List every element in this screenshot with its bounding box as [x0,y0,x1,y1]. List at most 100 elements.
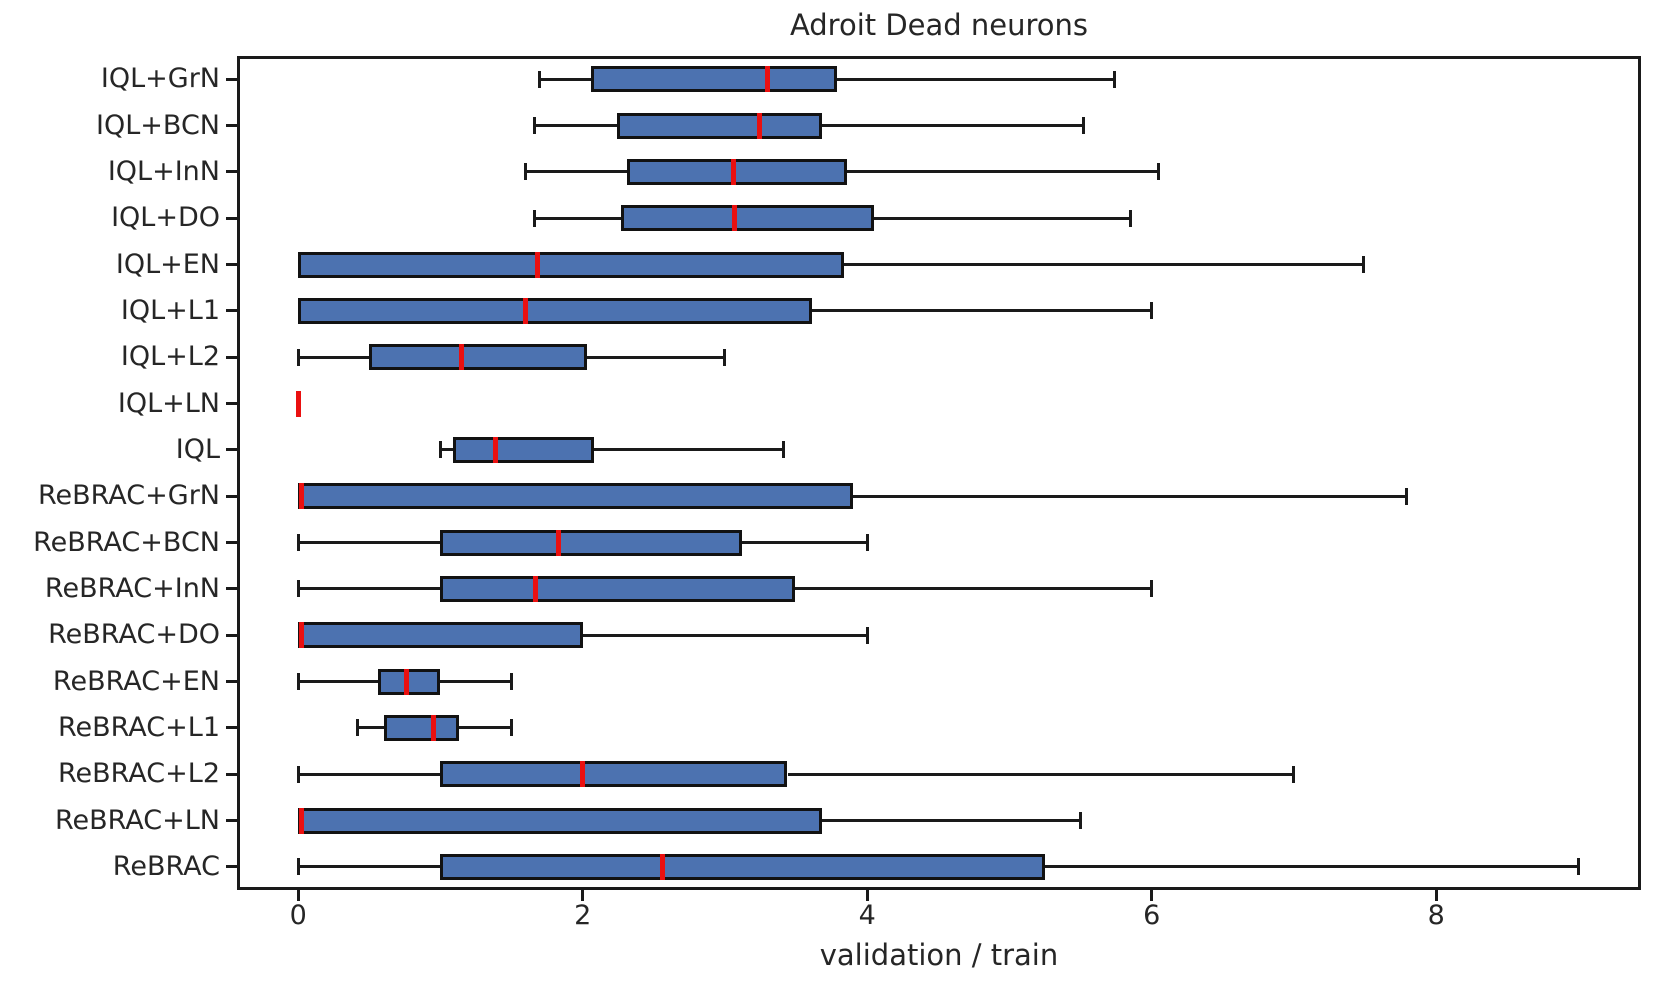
box [383,714,459,741]
whisker-right [582,633,868,637]
whisker-cap-right [1150,302,1154,320]
median-line [459,344,465,371]
y-tick-label: ReBRAC+L2 [57,758,220,790]
box [298,807,822,834]
y-tick-mark [226,726,237,730]
y-tick-label: IQL+BCN [96,109,220,141]
whisker-cap-right [1404,487,1408,505]
median-line [765,66,771,93]
box [440,529,742,556]
x-tick-mark [1150,890,1154,901]
whisker-right [811,309,1152,313]
whisker-left [534,216,622,220]
whisker-cap-left [296,765,300,783]
whisker-cap-right [865,534,869,551]
whisker-right [844,263,1364,266]
whisker-cap-right [1157,163,1161,181]
y-tick-mark [226,865,237,869]
box [453,436,595,463]
y-tick-label: IQL+LN [117,387,220,419]
box [440,761,788,788]
whisker-left [298,541,441,544]
whisker-cap-left [538,70,542,88]
whisker-cap-left [296,534,300,551]
median-line [555,529,561,556]
y-tick-label: ReBRAC+InN [44,572,220,604]
x-tick-label: 0 [289,900,307,931]
y-tick-mark [226,170,237,174]
whisker-cap-left [532,117,536,134]
y-tick-mark [226,263,237,266]
y-tick-label: IQL+L1 [120,294,220,326]
y-tick-label: ReBRAC+DO [48,619,220,651]
whisker-cap-right [510,673,514,690]
y-tick-mark [226,402,237,405]
y-tick-mark [226,355,237,359]
whisker-cap-left [524,163,528,181]
median-line [430,714,436,741]
median-line [523,297,529,324]
whisker-cap-right [1576,858,1580,876]
y-tick-mark [226,124,237,127]
plot-area [237,56,1641,890]
box [298,622,583,649]
median-line [534,251,540,278]
y-tick-label: ReBRAC+GrN [37,480,220,512]
x-tick-mark [1434,890,1438,901]
median-line [659,853,665,880]
y-tick-label: ReBRAC+L1 [57,711,220,743]
whisker-right [586,355,725,359]
whisker-right [787,772,1294,776]
median-line [756,112,762,139]
whisker-left [525,170,627,174]
median-line [732,205,738,232]
whisker-right [847,170,1159,174]
y-tick-label: ReBRAC+EN [52,665,220,697]
whisker-cap-right [1079,812,1083,829]
median-line [298,807,304,834]
y-tick-label: ReBRAC+LN [54,804,220,836]
whisker-cap-right [510,719,514,737]
whisker-right [794,587,1152,591]
x-tick-mark [296,890,300,901]
whisker-left [298,865,441,869]
whisker-right [874,216,1131,220]
whisker-cap-right [1081,117,1085,134]
y-tick-mark [226,77,237,81]
whisker-left [440,448,454,452]
y-tick-mark [226,633,237,637]
chart-title: Adroit Dead neurons [789,8,1089,42]
whisker-cap-right [1292,765,1296,783]
y-tick-label: ReBRAC+BCN [33,526,220,558]
whisker-cap-left [296,580,300,598]
x-tick-label: 8 [1427,900,1445,931]
y-tick-mark [226,819,237,822]
whisker-right [458,726,512,730]
y-tick-label: IQL+EN [115,248,220,280]
y-tick-label: IQL [175,433,220,465]
y-tick-mark [226,309,237,313]
whisker-right [594,448,784,452]
median-line [403,668,409,695]
y-tick-label: IQL+L2 [120,341,220,373]
y-tick-mark [226,494,237,498]
whisker-left [539,77,592,81]
x-axis-label: validation / train [819,938,1059,972]
whisker-left [298,772,441,776]
whisker-cap-right [781,441,785,459]
y-tick-mark [226,680,237,683]
whisker-right [1044,865,1579,869]
median-line [298,483,304,510]
whisker-cap-left [296,673,300,690]
whisker-cap-right [1362,256,1366,273]
whisker-right [440,680,512,683]
x-tick-label: 2 [574,900,592,931]
median-line [295,390,301,417]
box [626,158,848,185]
box [591,66,838,93]
box [440,575,795,602]
whisker-cap-left [356,719,360,737]
whisker-cap-left [438,441,442,459]
x-tick-mark [581,890,585,901]
whisker-left [298,355,370,359]
